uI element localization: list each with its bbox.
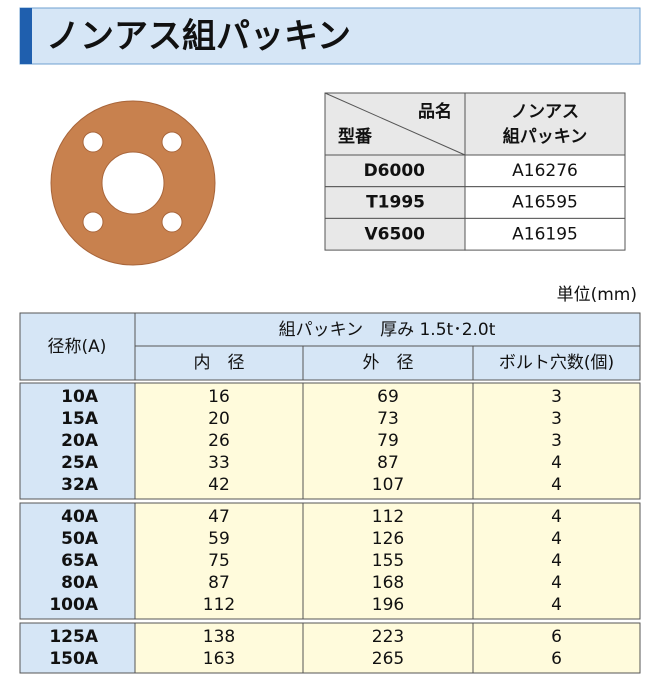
- cell: [19, 502, 136, 620]
- value: 155: [372, 551, 404, 571]
- title: ノンアス組パッキン: [46, 17, 351, 57]
- value: 112: [203, 595, 235, 615]
- part-number: A16195: [512, 224, 578, 244]
- size: 32A: [61, 475, 99, 495]
- value: 42: [208, 475, 230, 495]
- value: 112: [372, 507, 404, 527]
- value: 33: [208, 453, 230, 473]
- corner-top: 品名: [418, 101, 452, 122]
- diagonal: [324, 92, 466, 156]
- corner-bottom: 型番: [338, 126, 373, 147]
- value: 168: [372, 573, 404, 593]
- part-number: A16276: [512, 161, 578, 181]
- model: D6000: [364, 161, 426, 181]
- value: 4: [551, 595, 562, 615]
- title-bar: [19, 7, 641, 65]
- cell: [464, 154, 626, 188]
- value: 26: [208, 431, 230, 451]
- value: 4: [551, 529, 562, 549]
- cell: [324, 154, 466, 188]
- size: 40A: [61, 507, 99, 527]
- value: 20: [208, 409, 230, 429]
- value: 163: [203, 649, 235, 669]
- column-header: 外 径: [363, 353, 414, 373]
- value: 73: [377, 409, 399, 429]
- size-header: 径称(A): [48, 337, 107, 357]
- size: 65A: [61, 551, 99, 571]
- cell: [472, 502, 641, 620]
- value: 79: [377, 431, 399, 451]
- cell: [134, 622, 304, 674]
- size: 100A: [49, 595, 98, 615]
- size: 20A: [61, 431, 99, 451]
- value: 75: [208, 551, 230, 571]
- model: V6500: [365, 224, 426, 244]
- title-stripe: [20, 8, 32, 64]
- size: 15A: [61, 409, 99, 429]
- value: 16: [208, 387, 230, 407]
- size: 80A: [61, 573, 99, 593]
- value: 4: [551, 453, 562, 473]
- cell: [302, 345, 474, 381]
- size: 125A: [49, 627, 98, 647]
- size: 25A: [61, 453, 99, 473]
- cell: [302, 502, 474, 620]
- value: 126: [372, 529, 404, 549]
- cell: [134, 502, 304, 620]
- cell: [472, 382, 641, 500]
- size: 150A: [49, 649, 98, 669]
- part-number: A16595: [512, 193, 578, 213]
- value: 107: [372, 475, 404, 495]
- value: 4: [551, 551, 562, 571]
- size: 10A: [61, 387, 99, 407]
- value: 69: [377, 387, 399, 407]
- unit: 単位(mm): [557, 285, 637, 305]
- product-name: ノンアス: [511, 102, 579, 122]
- group-header: 組パッキン 厚み 1.5t･2.0t: [279, 320, 496, 340]
- cell: [134, 345, 304, 381]
- value: 3: [551, 409, 562, 429]
- cell: [19, 312, 136, 381]
- value: 4: [551, 573, 562, 593]
- cell: [472, 622, 641, 674]
- value: 47: [208, 507, 230, 527]
- value: 138: [203, 627, 235, 647]
- cell: [134, 312, 641, 347]
- value: 6: [551, 627, 562, 647]
- value: 87: [377, 453, 399, 473]
- value: 223: [372, 627, 404, 647]
- value: 265: [372, 649, 404, 669]
- value: 196: [372, 595, 404, 615]
- column-header: ボルト穴数(個): [499, 353, 614, 373]
- model: T1995: [366, 193, 425, 213]
- cell: [464, 217, 626, 251]
- value: 4: [551, 507, 562, 527]
- value: 6: [551, 649, 562, 669]
- cell: [464, 92, 626, 156]
- gasket-image: [50, 100, 216, 266]
- cell: [302, 382, 474, 500]
- value: 3: [551, 387, 562, 407]
- value: 4: [551, 475, 562, 495]
- product-name: 組パッキン: [503, 126, 588, 147]
- column-header: 内 径: [194, 353, 245, 373]
- value: 59: [208, 529, 230, 549]
- value: 3: [551, 431, 562, 451]
- value: 87: [208, 573, 230, 593]
- cell: [134, 382, 304, 500]
- cell: [302, 622, 474, 674]
- cell: [464, 186, 626, 219]
- cell: [472, 345, 641, 381]
- size: 50A: [61, 529, 99, 549]
- cell: [324, 186, 466, 219]
